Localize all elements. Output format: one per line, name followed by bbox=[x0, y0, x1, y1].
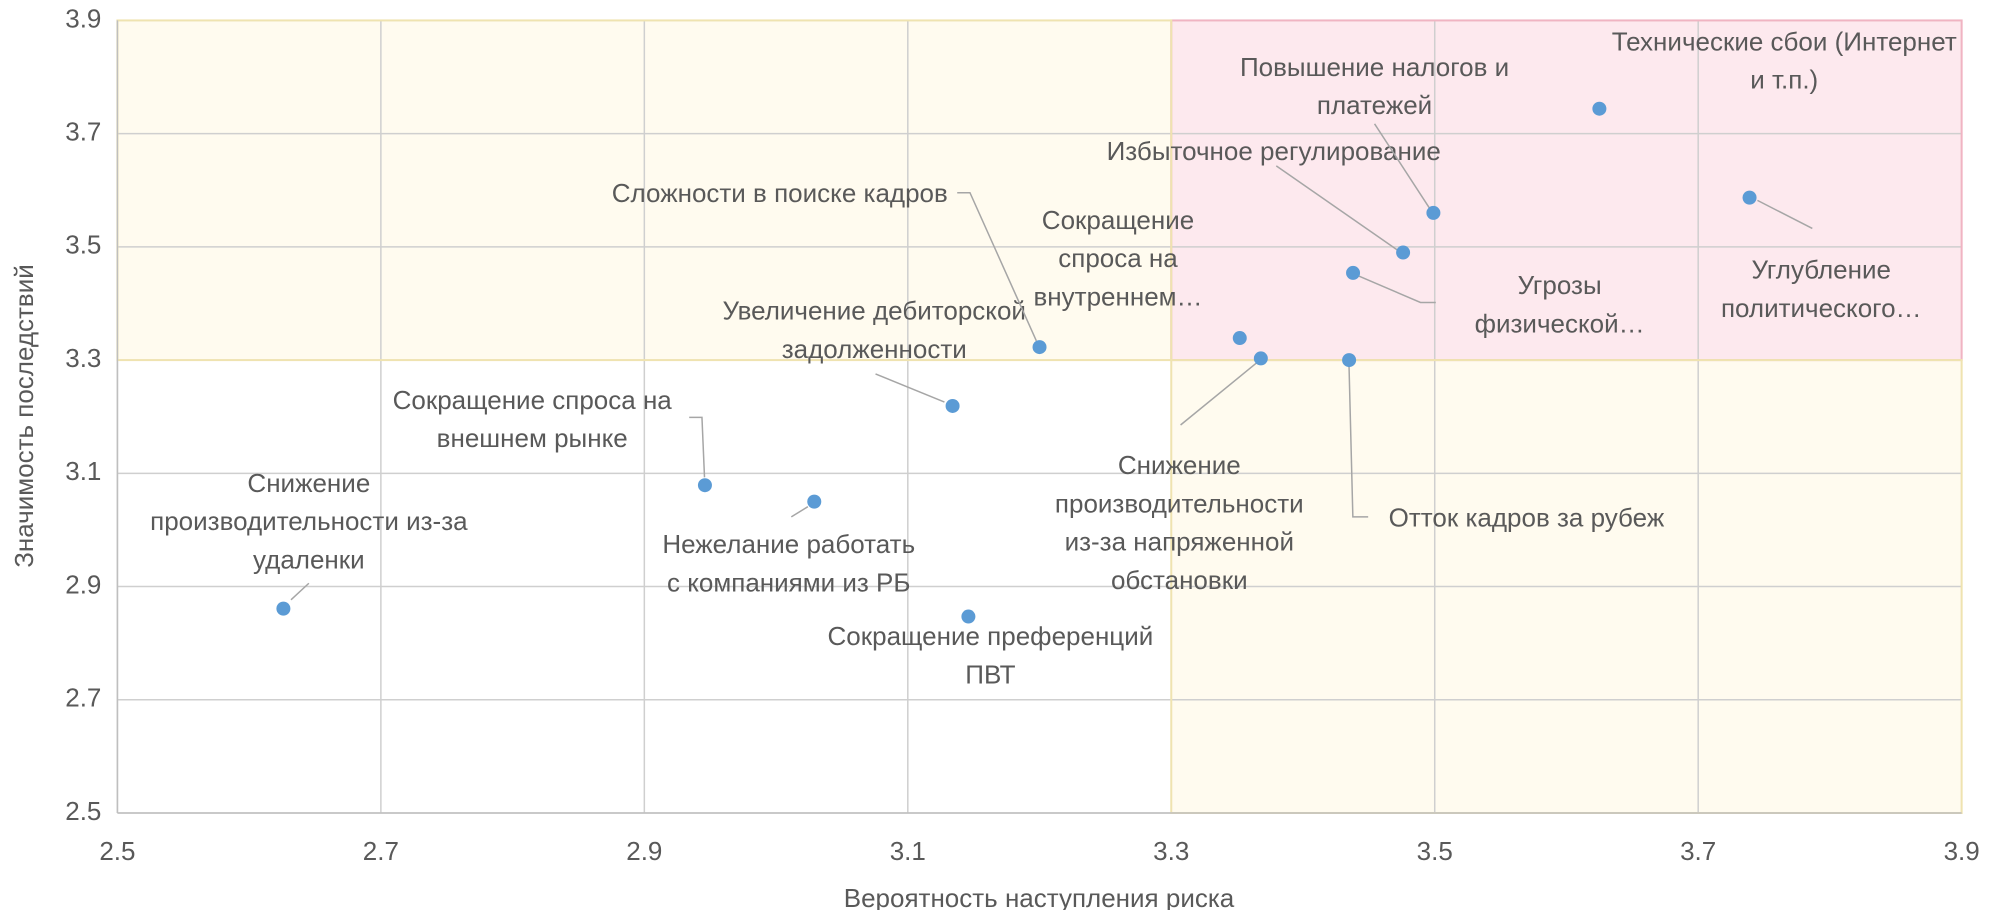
y-tick-label: 3.7 bbox=[65, 117, 101, 147]
data-label: Отток кадров за рубеж bbox=[1389, 502, 1665, 532]
leader-line bbox=[1348, 366, 1369, 518]
point bbox=[1426, 205, 1441, 220]
leader-line bbox=[875, 373, 945, 403]
point bbox=[1346, 265, 1361, 280]
data-label: Углубление bbox=[1752, 255, 1891, 285]
data-label: внутреннем… bbox=[1033, 282, 1202, 312]
data-label: Снижение bbox=[1118, 450, 1241, 480]
point bbox=[1396, 245, 1411, 260]
data-label: политического… bbox=[1721, 293, 1922, 323]
y-tick-label: 2.7 bbox=[65, 683, 101, 713]
data-label: Избыточное регулирование bbox=[1107, 136, 1441, 166]
leader-line bbox=[790, 506, 809, 518]
data-label: внешнем рынке bbox=[437, 423, 628, 453]
x-tick-label: 3.7 bbox=[1680, 836, 1716, 866]
x-tick-label: 3.9 bbox=[1944, 836, 1980, 866]
x-tick-label: 2.7 bbox=[363, 836, 399, 866]
data-label: Технические сбои (Интернет bbox=[1612, 26, 1957, 56]
point bbox=[807, 494, 822, 509]
leader-line bbox=[1373, 123, 1431, 209]
data-label: спроса на bbox=[1058, 243, 1178, 273]
y-tick-label: 2.9 bbox=[65, 569, 101, 599]
data-label: задолженности bbox=[782, 334, 967, 364]
y-tick-label: 3.1 bbox=[65, 456, 101, 486]
data-label: Сокращение bbox=[1042, 205, 1194, 235]
data-label: и т.п.) bbox=[1750, 65, 1818, 95]
point bbox=[1253, 351, 1268, 366]
data-label: Сокращение спроса на bbox=[393, 385, 673, 415]
x-tick-label: 3.5 bbox=[1417, 836, 1453, 866]
data-label: Сложности в поиске кадров bbox=[612, 178, 948, 208]
data-label: физической… bbox=[1475, 308, 1645, 338]
point bbox=[276, 601, 291, 616]
quadrant-top-right bbox=[1171, 20, 1962, 361]
data-label: производительности из-за bbox=[150, 506, 468, 536]
data-label: Сокращение преференций bbox=[828, 621, 1154, 651]
data-label: с компаниями из РБ bbox=[667, 567, 910, 597]
data-label: обстановки bbox=[1111, 565, 1248, 595]
leader-line bbox=[1357, 274, 1436, 304]
data-label: Повышение налогов и bbox=[1240, 52, 1509, 82]
x-tick-label: 3.1 bbox=[890, 836, 926, 866]
data-label: удаленки bbox=[253, 544, 365, 574]
x-tick-label: 2.9 bbox=[626, 836, 662, 866]
y-tick-label: 3.5 bbox=[65, 230, 101, 260]
point bbox=[1032, 340, 1047, 355]
data-label: из-за напряженной bbox=[1065, 527, 1294, 557]
data-label: ПВТ bbox=[965, 659, 1015, 689]
y-tick-label: 3.9 bbox=[65, 3, 101, 33]
leader-line bbox=[1757, 199, 1813, 230]
data-label: Увеличение дебиторской bbox=[723, 296, 1026, 326]
data-label: Снижение bbox=[247, 468, 370, 498]
data-label: платежей bbox=[1317, 90, 1432, 120]
x-tick-label: 3.3 bbox=[1153, 836, 1189, 866]
point bbox=[1592, 101, 1607, 116]
leader-line bbox=[1275, 165, 1398, 251]
y-axis-title: Значимость последствий bbox=[9, 264, 39, 568]
leader-line bbox=[689, 416, 706, 478]
data-label: Нежелание работать bbox=[662, 529, 915, 559]
leader-line bbox=[957, 191, 1038, 342]
x-tick-label: 2.5 bbox=[99, 836, 135, 866]
x-axis-title: Вероятность наступления риска bbox=[844, 883, 1235, 910]
point bbox=[1742, 190, 1757, 205]
y-tick-label: 3.3 bbox=[65, 343, 101, 373]
point bbox=[961, 609, 976, 624]
point bbox=[697, 478, 712, 493]
point bbox=[945, 398, 960, 413]
leader-line bbox=[1180, 361, 1258, 426]
point bbox=[1342, 353, 1357, 368]
data-label: Угрозы bbox=[1518, 270, 1602, 300]
point bbox=[1232, 331, 1247, 346]
y-tick-label: 2.5 bbox=[65, 796, 101, 826]
data-label: производительности bbox=[1055, 488, 1304, 518]
leader-line bbox=[290, 582, 310, 601]
